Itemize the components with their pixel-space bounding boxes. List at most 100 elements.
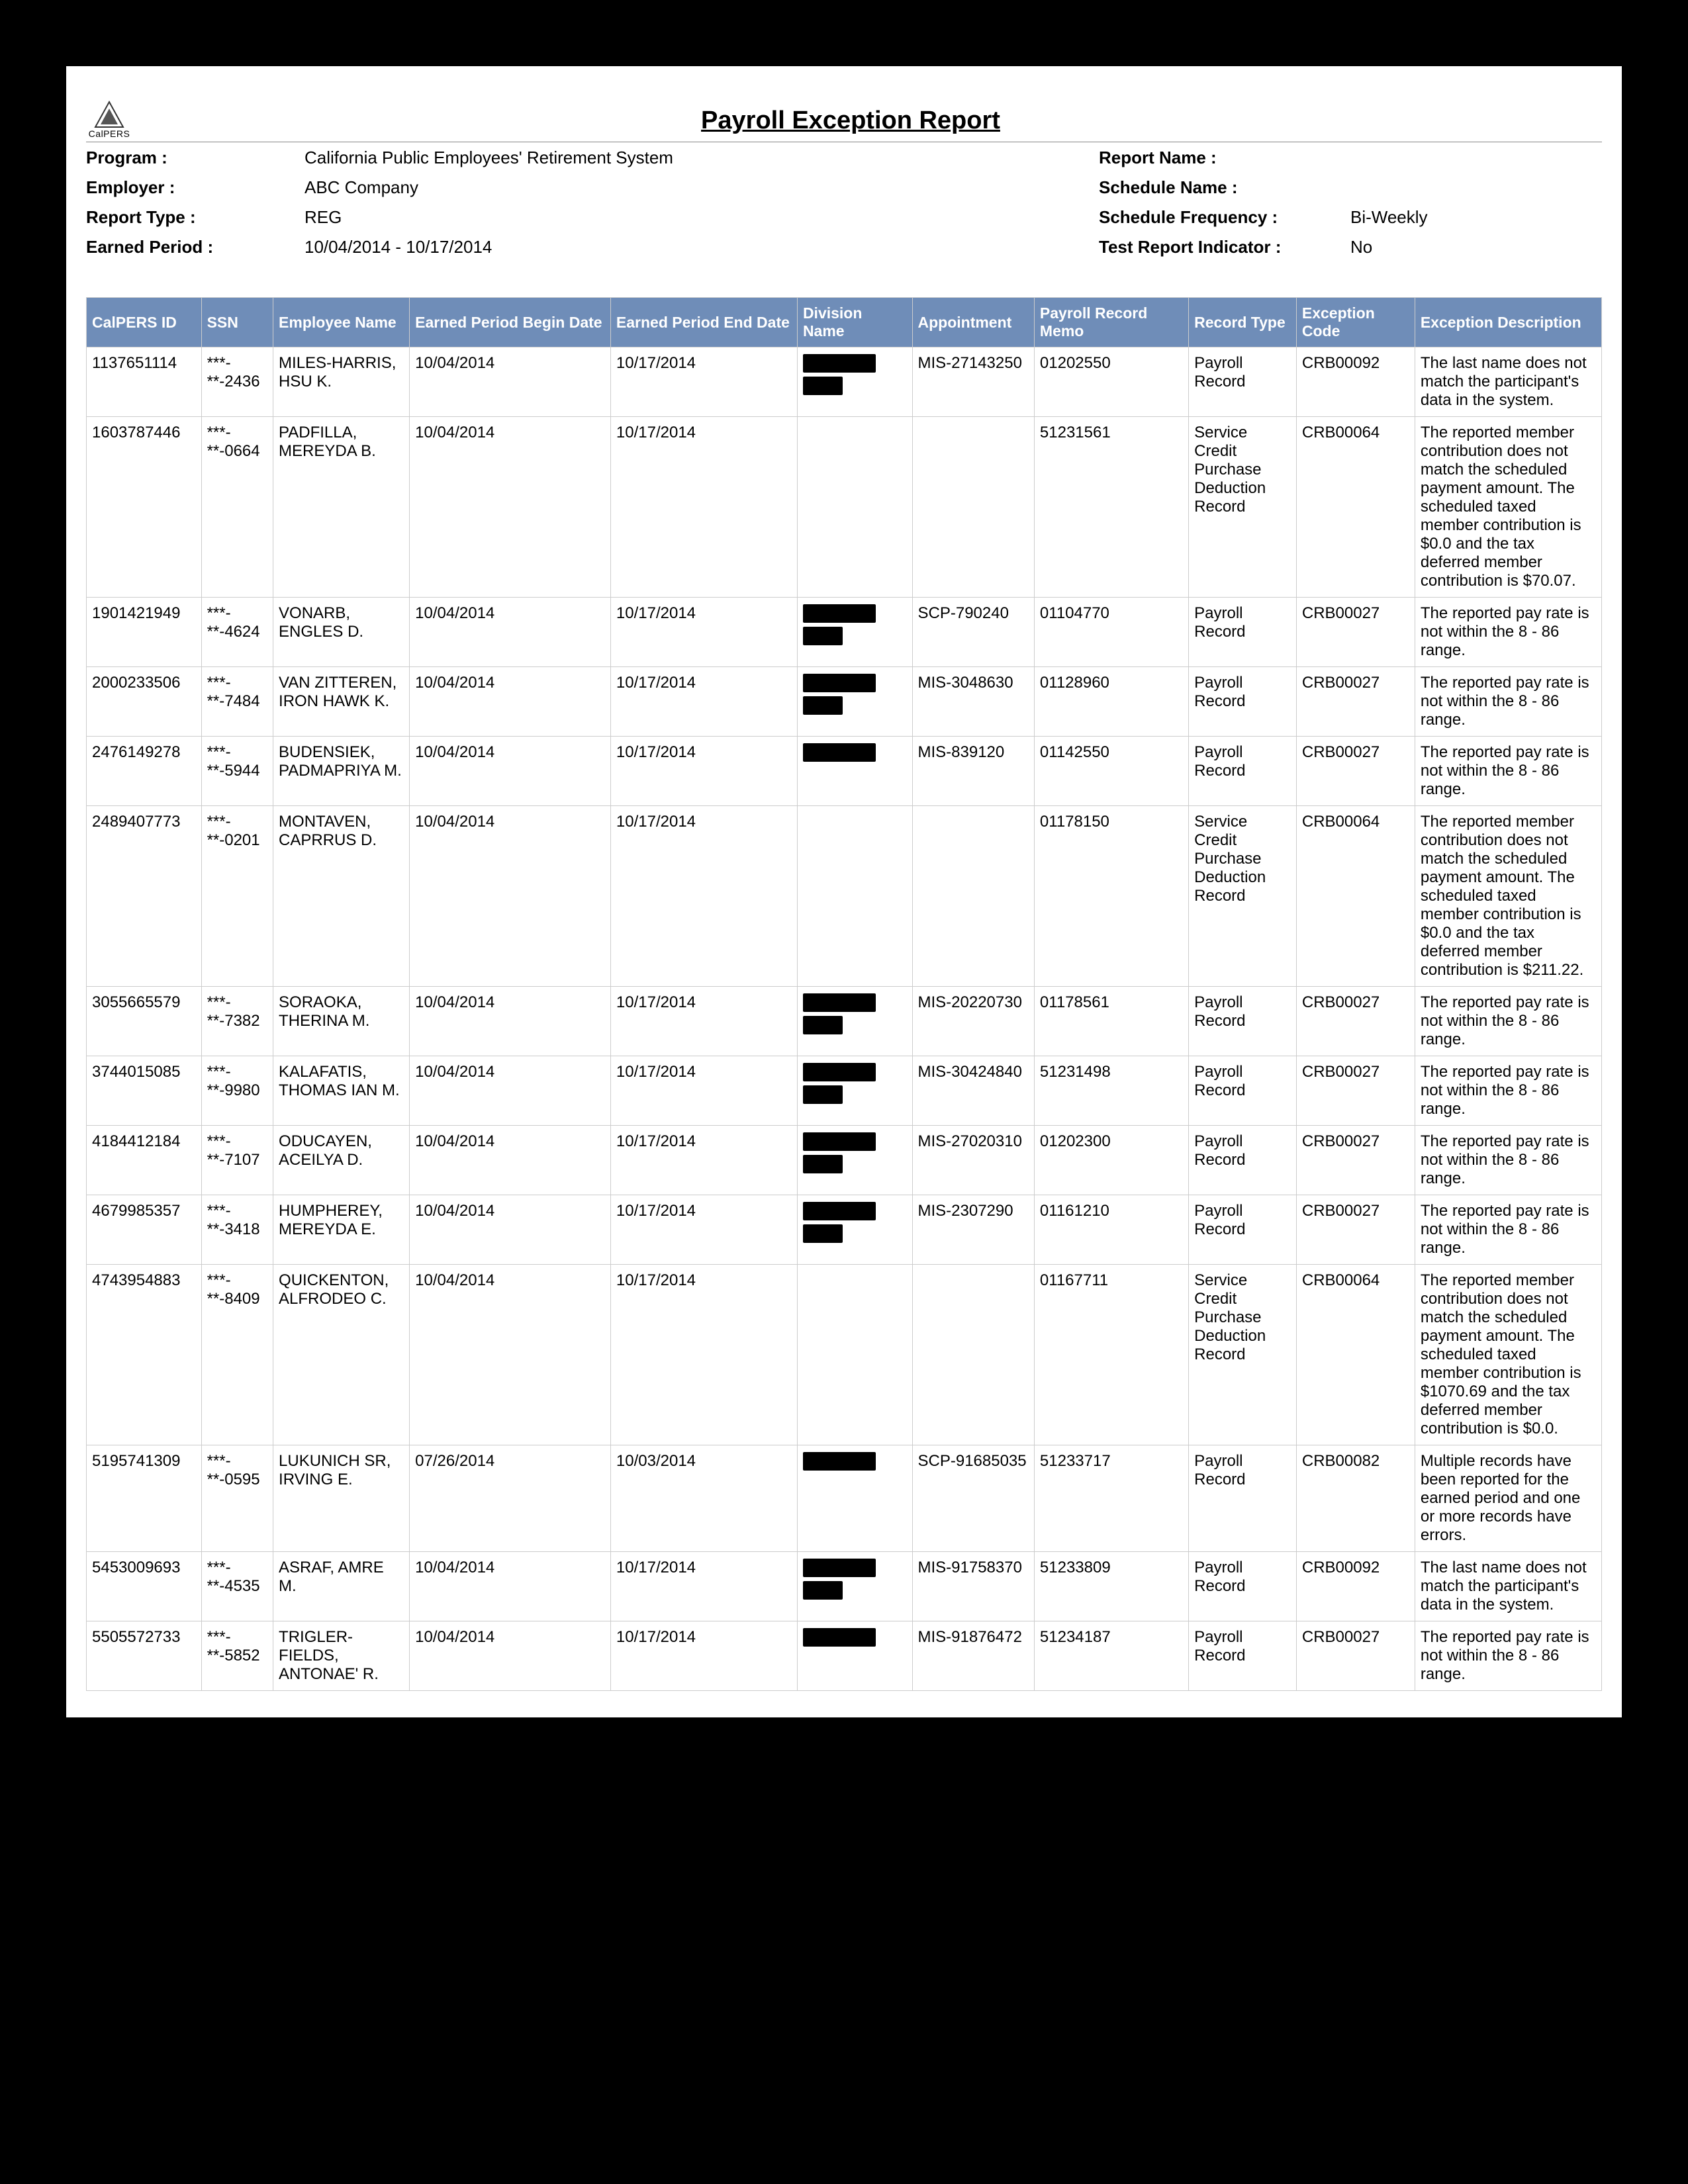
cell-calpers-id: 4184412184 [87,1126,202,1195]
cell-exception-code: CRB00027 [1296,1621,1415,1691]
table-row: 4679985357***-**-3418HUMPHEREY, MEREYDA … [87,1195,1602,1265]
cell-exception-desc: The reported pay rate is not within the … [1415,1126,1601,1195]
cell-begin-date: 07/26/2014 [410,1445,611,1552]
table-row: 5505572733***-**-5852TRIGLER-FIELDS, ANT… [87,1621,1602,1691]
cell-exception-desc: The reported pay rate is not within the … [1415,1195,1601,1265]
cell-employee-name: MONTAVEN, CAPRRUS D. [273,806,410,987]
cell-exception-desc: The reported pay rate is not within the … [1415,598,1601,667]
meta-label: Employer : [86,177,305,198]
logo-icon [93,101,126,128]
report-page: CalPERS Payroll Exception Report Program… [66,66,1622,1717]
cell-division [797,347,912,417]
cell-memo: 01202550 [1034,347,1188,417]
cell-begin-date: 10/04/2014 [410,667,611,737]
cell-employee-name: BUDENSIEK, PADMAPRIYA M. [273,737,410,806]
cell-begin-date: 10/04/2014 [410,598,611,667]
cell-exception-code: CRB00092 [1296,1552,1415,1621]
table-row: 2000233506***-**-7484VAN ZITTEREN, IRON … [87,667,1602,737]
cell-end-date: 10/17/2014 [610,1056,797,1126]
cell-calpers-id: 3744015085 [87,1056,202,1126]
cell-record-type: Payroll Record [1189,1445,1297,1552]
redacted-block [803,1132,876,1151]
cell-ssn: ***-**-7107 [201,1126,273,1195]
redacted-block [803,696,843,715]
cell-ssn: ***-**-3418 [201,1195,273,1265]
cell-record-type: Payroll Record [1189,667,1297,737]
col-header: CalPERS ID [87,298,202,347]
cell-calpers-id: 4679985357 [87,1195,202,1265]
meta-value: California Public Employees' Retirement … [305,148,1099,168]
cell-employee-name: MILES-HARRIS, HSU K. [273,347,410,417]
table-row: 5453009693***-**-4535ASRAF, AMRE M.10/04… [87,1552,1602,1621]
cell-appointment: SCP-790240 [912,598,1034,667]
redacted-block [803,1628,876,1647]
redacted-block [803,674,876,692]
cell-appointment [912,1265,1034,1445]
cell-exception-code: CRB00082 [1296,1445,1415,1552]
table-row: 1901421949***-**-4624VONARB, ENGLES D.10… [87,598,1602,667]
cell-begin-date: 10/04/2014 [410,806,611,987]
cell-division [797,1126,912,1195]
cell-exception-code: CRB00064 [1296,417,1415,598]
cell-memo: 01167711 [1034,1265,1188,1445]
redacted-block [803,1085,843,1104]
cell-exception-code: CRB00027 [1296,598,1415,667]
cell-exception-desc: The reported member contribution does no… [1415,417,1601,598]
cell-ssn: ***-**-2436 [201,347,273,417]
table-header: CalPERS ID SSN Employee Name Earned Peri… [87,298,1602,347]
table-row: 1137651114***-**-2436MILES-HARRIS, HSU K… [87,347,1602,417]
cell-ssn: ***-**-4624 [201,598,273,667]
cell-end-date: 10/17/2014 [610,417,797,598]
cell-division [797,1265,912,1445]
cell-record-type: Payroll Record [1189,737,1297,806]
cell-exception-code: CRB00064 [1296,806,1415,987]
cell-appointment: MIS-2307290 [912,1195,1034,1265]
cell-exception-desc: The reported pay rate is not within the … [1415,737,1601,806]
cell-ssn: ***-**-0664 [201,417,273,598]
table-row: 4743954883***-**-8409QUICKENTON, ALFRODE… [87,1265,1602,1445]
cell-end-date: 10/17/2014 [610,1126,797,1195]
cell-division [797,1056,912,1126]
cell-record-type: Payroll Record [1189,598,1297,667]
cell-memo: 51233717 [1034,1445,1188,1552]
cell-division [797,737,912,806]
redacted-block [803,1452,876,1471]
cell-employee-name: PADFILLA, MEREYDA B. [273,417,410,598]
cell-end-date: 10/17/2014 [610,1552,797,1621]
cell-division [797,987,912,1056]
cell-record-type: Service Credit Purchase Deduction Record [1189,1265,1297,1445]
cell-exception-desc: The reported pay rate is not within the … [1415,1056,1601,1126]
meta-label: Program : [86,148,305,168]
redacted-block [803,1063,876,1081]
cell-memo: 51234187 [1034,1621,1188,1691]
cell-calpers-id: 4743954883 [87,1265,202,1445]
redacted-block [803,354,876,373]
cell-division [797,1195,912,1265]
cell-calpers-id: 2000233506 [87,667,202,737]
cell-calpers-id: 1137651114 [87,347,202,417]
cell-employee-name: QUICKENTON, ALFRODEO C. [273,1265,410,1445]
cell-calpers-id: 2489407773 [87,806,202,987]
cell-exception-desc: The reported pay rate is not within the … [1415,1621,1601,1691]
cell-exception-code: CRB00092 [1296,347,1415,417]
cell-ssn: ***-**-8409 [201,1265,273,1445]
meta-value: REG [305,207,1099,228]
table-body: 1137651114***-**-2436MILES-HARRIS, HSU K… [87,347,1602,1691]
cell-begin-date: 10/04/2014 [410,1552,611,1621]
cell-exception-desc: The reported pay rate is not within the … [1415,987,1601,1056]
cell-calpers-id: 5505572733 [87,1621,202,1691]
cell-appointment: MIS-20220730 [912,987,1034,1056]
cell-begin-date: 10/04/2014 [410,1265,611,1445]
cell-memo: 01178561 [1034,987,1188,1056]
col-header: Payroll Record Memo [1034,298,1188,347]
cell-end-date: 10/17/2014 [610,737,797,806]
cell-record-type: Payroll Record [1189,1126,1297,1195]
cell-calpers-id: 1603787446 [87,417,202,598]
cell-calpers-id: 3055665579 [87,987,202,1056]
cell-exception-code: CRB00027 [1296,987,1415,1056]
cell-end-date: 10/17/2014 [610,806,797,987]
redacted-block [803,1016,843,1034]
cell-end-date: 10/03/2014 [610,1445,797,1552]
exception-table: CalPERS ID SSN Employee Name Earned Peri… [86,297,1602,1691]
meta-label: Report Type : [86,207,305,228]
